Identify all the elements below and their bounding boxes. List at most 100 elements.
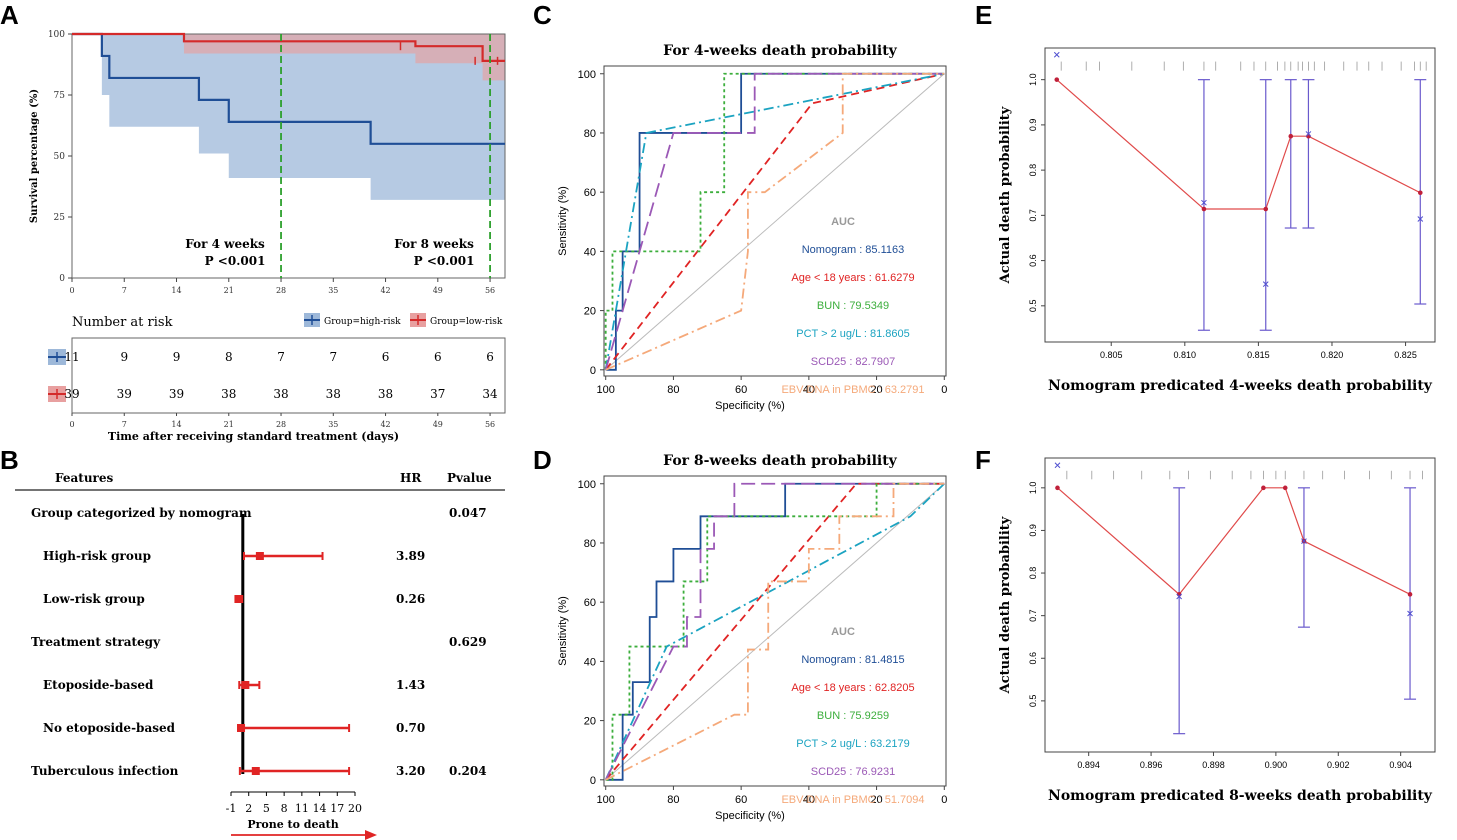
row-pvalue: 0.047 <box>449 506 487 520</box>
panel-letter-f: F <box>975 445 991 475</box>
risk-value: 9 <box>173 350 181 364</box>
calibration-point <box>1263 206 1269 212</box>
hr-point <box>234 595 243 603</box>
ideal-cross <box>1305 131 1312 137</box>
risk-value: 38 <box>221 387 236 401</box>
x-tick-label: 80 <box>667 794 679 806</box>
x-axis-label: Time after receiving standard treatment … <box>108 430 399 443</box>
y-tick-label: 0.8 <box>1028 164 1038 177</box>
row-label: Group categorized by nomogram <box>31 506 252 520</box>
x-tick-label: 14 <box>171 286 181 295</box>
risk-value: 38 <box>378 387 393 401</box>
y-tick-label: 0 <box>59 274 65 284</box>
ideal-cross <box>1054 462 1061 469</box>
x-axis-label: Prone to death <box>247 818 338 831</box>
x-tick-label: 0 <box>69 286 74 295</box>
hr-point <box>237 724 246 732</box>
y-tick-label: 0 <box>590 365 596 377</box>
annotation-label: For 8 weeks <box>394 237 474 251</box>
x-tick-label: 28 <box>276 286 286 295</box>
y-tick-label: 0.5 <box>1028 300 1038 313</box>
x-tick-label: 100 <box>597 384 615 396</box>
auc-label: PCT > 2 ug/L : 81.8605 <box>796 328 909 340</box>
calibration-point <box>1261 485 1266 491</box>
x-tick-label: 11 <box>295 802 309 815</box>
calibration-4weeks-chart: 0.5 0.6 0.7 0.8 0.9 1.0 0.805 0.810 0.815 0.820 0.… <box>998 47 1436 394</box>
y-tick-label: 100 <box>578 69 596 81</box>
risk-value: 39 <box>169 387 184 401</box>
y-tick-label: 0.7 <box>1028 209 1038 222</box>
y-axis-label: Sensitivity (%) <box>557 596 569 666</box>
roc-curve-pct-2-ug-l <box>604 72 945 370</box>
risk-value: 9 <box>120 350 128 364</box>
ideal-cross <box>1201 199 1207 206</box>
x-tick-label: 42 <box>380 286 390 295</box>
auc-title: AUC <box>831 216 855 228</box>
auc-label: EBV-DNA in PBMC : 63.2791 <box>781 384 924 396</box>
auc-label: Age < 18 years : 62.8205 <box>791 682 914 694</box>
x-tick-label: -1 <box>226 802 237 815</box>
panel-letter-e: E <box>975 0 993 30</box>
ideal-cross <box>1176 593 1183 600</box>
survival-curve-low-risk <box>72 32 505 62</box>
x-tick-label: 2 <box>245 802 252 815</box>
auc-label: BUN : 75.9259 <box>817 710 889 722</box>
risk-value: 6 <box>434 350 442 364</box>
header-pvalue: Pvalue <box>447 471 492 485</box>
x-tick-label: 5 <box>263 802 270 815</box>
auc-label: BUN : 79.5349 <box>817 300 889 312</box>
x-tick-label-risk: 28 <box>276 420 286 429</box>
x-tick-label: 0.805 <box>1100 350 1123 360</box>
x-tick-label: 60 <box>735 384 747 396</box>
ideal-cross <box>1262 281 1269 287</box>
x-tick-label: 20 <box>348 802 362 815</box>
header-features: Features <box>55 471 113 485</box>
x-tick-label-risk: 42 <box>380 420 390 429</box>
risk-value: 39 <box>64 387 79 401</box>
x-tick-label-risk: 21 <box>224 420 234 429</box>
ci-band-high-risk <box>72 34 505 200</box>
y-tick-label: 0.9 <box>1028 119 1038 132</box>
plot-frame <box>1044 47 1436 343</box>
row-hr: 0.26 <box>396 592 425 606</box>
calibration-point <box>1201 206 1207 212</box>
x-tick-label: 20 <box>870 794 882 806</box>
header-hr: HR <box>400 471 422 485</box>
ideal-cross <box>1417 216 1424 222</box>
risk-value: 6 <box>382 350 390 364</box>
calibration-point <box>1288 133 1294 139</box>
ci-band-low-risk <box>72 34 505 81</box>
y-tick-label: 0 <box>590 775 596 787</box>
y-tick-label: 60 <box>584 187 596 199</box>
ideal-cross <box>1053 51 1060 58</box>
y-tick-label: 1.0 <box>1028 482 1038 495</box>
x-tick-label-risk: 7 <box>122 420 127 429</box>
roc-curve-bun <box>605 482 945 781</box>
x-tick-label-risk: 14 <box>171 420 181 429</box>
reference-diagonal <box>605 483 945 781</box>
roc-8weeks-chart: For 8-weeks death probability 0 20 40 60 80 10… <box>557 453 947 822</box>
risk-table-frame <box>71 337 506 414</box>
y-tick-label: 0.9 <box>1028 524 1038 537</box>
x-tick-label-risk: 56 <box>485 420 495 429</box>
y-tick-label: 40 <box>584 656 596 668</box>
row-hr: 3.89 <box>396 549 425 563</box>
x-tick-label: 0 <box>941 384 947 396</box>
roc-curve-scd25 <box>604 482 945 781</box>
ideal-cross <box>1301 538 1307 544</box>
row-hr: 0.70 <box>396 721 425 735</box>
risk-value: 39 <box>117 387 132 401</box>
calibration-point <box>1282 485 1288 491</box>
risk-value: 34 <box>482 387 498 401</box>
y-tick-label: 1.0 <box>1028 73 1038 86</box>
auc-label: Nomogram : 81.4815 <box>801 654 904 666</box>
y-tick-label: 80 <box>584 538 596 550</box>
x-tick-label-risk: 35 <box>328 420 338 429</box>
plot-frame <box>603 65 947 377</box>
roc-4weeks-chart: For 4-weeks death probability 0 20 40 60 80 10… <box>557 43 947 412</box>
x-tick-label: 0.900 <box>1265 760 1288 770</box>
x-tick-label: 49 <box>433 286 443 295</box>
x-tick-label: 0.896 <box>1140 760 1163 770</box>
calibration-point <box>1054 77 1060 82</box>
y-tick-label: 60 <box>584 597 596 609</box>
